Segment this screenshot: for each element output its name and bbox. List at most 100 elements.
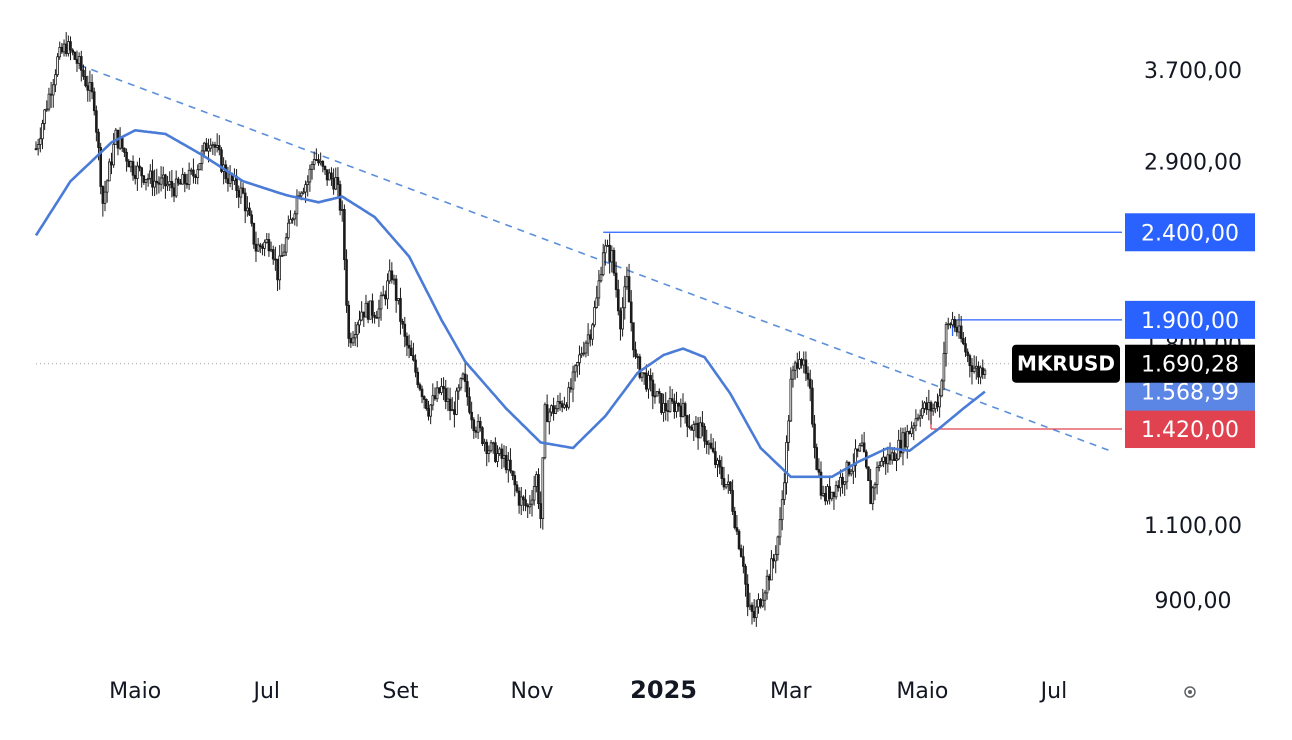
candle — [642, 372, 646, 385]
candle — [200, 144, 204, 171]
candle — [793, 360, 797, 380]
candle-body — [328, 172, 331, 181]
candle — [453, 401, 456, 428]
candle-body — [155, 180, 159, 184]
candle — [640, 372, 644, 382]
candle — [86, 75, 90, 102]
candle-body — [51, 84, 55, 96]
candle — [468, 387, 471, 415]
candle — [476, 414, 480, 440]
candle-body — [731, 490, 734, 512]
candle — [312, 151, 316, 171]
candle-body — [136, 165, 139, 179]
candle — [714, 441, 717, 469]
ticker-badge: MKRUSD — [1012, 344, 1120, 383]
candle — [580, 346, 583, 358]
candle — [905, 424, 909, 459]
candle — [606, 239, 609, 247]
candle-body — [246, 207, 249, 212]
candle — [817, 458, 821, 478]
candle — [36, 138, 40, 156]
candle-body — [146, 177, 150, 180]
candle-body — [619, 310, 622, 330]
candle — [934, 401, 937, 414]
candle-body — [187, 169, 191, 186]
candle — [509, 448, 512, 474]
candle — [959, 315, 963, 343]
candle — [258, 242, 262, 254]
candle — [153, 169, 156, 197]
candle — [448, 387, 452, 421]
candle — [58, 41, 62, 60]
candle — [634, 341, 637, 360]
candle — [692, 420, 696, 441]
candle-body — [368, 300, 372, 320]
candle-body — [767, 575, 771, 581]
candle-body — [414, 359, 417, 373]
candle — [957, 313, 961, 339]
candle — [498, 446, 501, 457]
candle-body — [198, 162, 202, 171]
candle-body — [535, 474, 538, 487]
candle — [356, 321, 359, 348]
candle-body — [189, 169, 193, 172]
candle-body — [483, 441, 486, 445]
candle — [444, 380, 448, 410]
candle-body — [877, 465, 881, 468]
candle-body — [537, 474, 540, 505]
candle — [610, 245, 614, 273]
candle-body — [353, 334, 357, 339]
candle — [908, 430, 911, 435]
candle — [545, 394, 549, 423]
candle-body — [828, 486, 831, 500]
x-tick-label: Jul — [251, 679, 280, 704]
candle-body — [239, 187, 243, 198]
candle — [43, 108, 46, 131]
candle — [388, 259, 391, 284]
candle — [977, 361, 980, 385]
candle-body — [261, 246, 264, 249]
candle — [189, 167, 193, 175]
settings-icon[interactable] — [1184, 686, 1196, 698]
candle-body — [679, 405, 683, 418]
candle-body — [172, 187, 176, 197]
candle — [578, 345, 581, 375]
candle-body — [951, 319, 954, 326]
candle — [860, 434, 864, 447]
candle — [289, 210, 292, 224]
candle-body — [509, 459, 512, 472]
candle-body — [504, 455, 508, 471]
candle-body — [714, 451, 717, 465]
candle-body — [591, 324, 594, 340]
candle — [155, 168, 159, 195]
candle — [209, 138, 212, 152]
candle-body — [207, 147, 210, 152]
candle-body — [431, 395, 435, 406]
candle — [358, 310, 361, 334]
candle-body — [433, 395, 437, 400]
candle — [888, 442, 892, 465]
candle — [584, 340, 588, 358]
candle — [949, 322, 952, 329]
candle-body — [974, 365, 978, 369]
candle — [293, 210, 297, 226]
candle-body — [437, 387, 441, 393]
candle-body — [127, 160, 131, 168]
candle — [504, 445, 508, 474]
candle — [560, 400, 564, 413]
candle — [873, 482, 877, 501]
candle — [543, 402, 547, 460]
candle-body — [86, 85, 90, 91]
candle-body — [69, 41, 72, 51]
candle-body — [164, 174, 167, 187]
candle-body — [476, 421, 480, 433]
candle-body — [181, 174, 184, 185]
candle-body — [92, 91, 96, 112]
candle — [759, 598, 762, 609]
candle-body — [157, 182, 161, 185]
candle-body — [804, 359, 808, 374]
candle — [867, 466, 870, 482]
candle — [213, 141, 217, 156]
candle — [690, 424, 693, 431]
